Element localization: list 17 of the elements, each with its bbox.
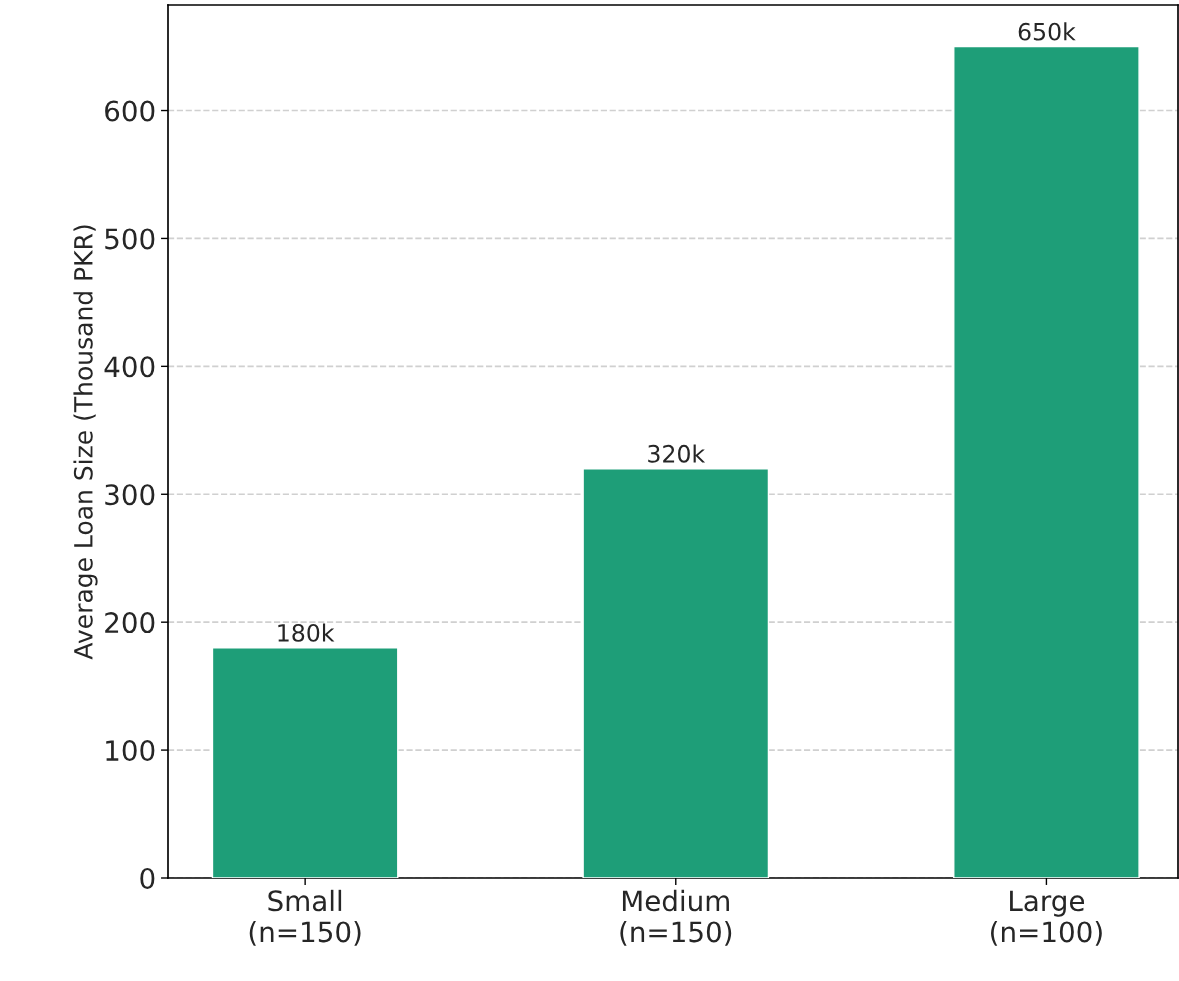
y-tick-label: 400 (104, 356, 155, 378)
y-tick-label: 500 (105, 228, 155, 250)
x-tick-label: Medium (n=150) (620, 889, 732, 946)
y-tick-label: 0 (140, 867, 155, 889)
data-label: 650k (1018, 22, 1076, 41)
bar (211, 647, 399, 878)
y-tick-label: 200 (105, 612, 155, 634)
x-tick-label: Small (n=150) (249, 889, 361, 946)
data-label: 320k (648, 444, 706, 463)
y-tick-label: 100 (106, 740, 155, 762)
x-tick-label: Large (n=100) (991, 890, 1102, 946)
data-label: 180k (278, 623, 335, 642)
y-tick-label: 600 (105, 100, 155, 122)
bar (953, 45, 1140, 878)
y-tick-label: 300 (105, 484, 155, 506)
y-axis-title: Average Loan Size (Thousand PKR) (73, 225, 98, 660)
bar (582, 467, 770, 878)
